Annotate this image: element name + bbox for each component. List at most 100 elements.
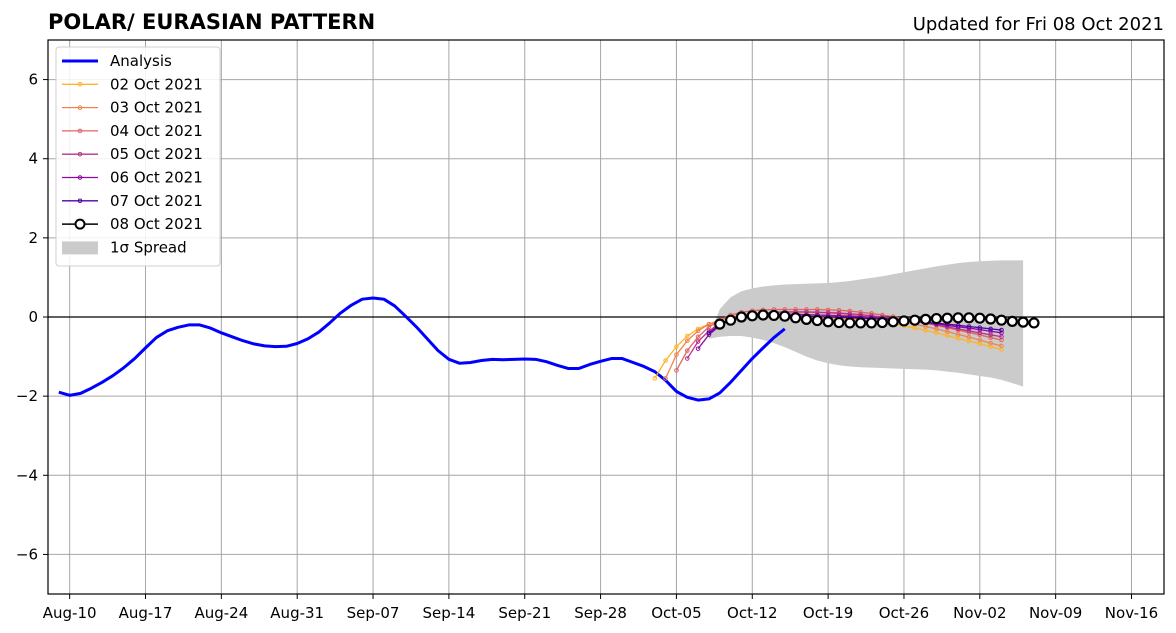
series-point [909, 314, 921, 326]
series-point [930, 312, 943, 325]
y-tick-label: 0 [28, 308, 38, 326]
series-point [898, 315, 910, 327]
series-point [977, 325, 983, 330]
legend-swatch [62, 241, 98, 255]
series-point [735, 311, 748, 323]
series-point [684, 333, 690, 339]
series-point [822, 316, 834, 328]
legend-label: 06 Oct 2021 [110, 169, 203, 187]
x-tick-label: Sep-14 [423, 604, 476, 622]
legend-entry: 02 Oct 2021 [62, 75, 203, 93]
series-7 [714, 309, 1040, 330]
series-point [695, 339, 701, 344]
series-point [674, 352, 679, 357]
series-point [746, 310, 758, 322]
series-point [963, 312, 975, 324]
series-point [844, 317, 856, 329]
series-point [966, 328, 972, 334]
legend-label: 1σ Spread [110, 238, 187, 256]
x-tick-label: Nov-16 [1105, 604, 1158, 622]
legend-entry: 1σ Spread [62, 238, 187, 256]
y-tick-label: 4 [28, 150, 38, 168]
series-point [804, 309, 809, 315]
series-point [695, 328, 701, 334]
legend-label: 05 Oct 2021 [110, 145, 203, 163]
series-point [952, 312, 964, 324]
series-lines [58, 296, 1040, 402]
series-point [995, 314, 1008, 326]
legend-marker [77, 175, 83, 180]
legend-entry: 05 Oct 2021 [62, 145, 203, 163]
series-point [825, 310, 831, 315]
series-point [855, 317, 867, 329]
x-tick-label: Aug-17 [119, 604, 173, 622]
legend-label: 02 Oct 2021 [110, 75, 203, 93]
legend-label: 08 Oct 2021 [110, 215, 203, 233]
legend-entry: 08 Oct 2021 [62, 215, 203, 233]
legend-entry: 03 Oct 2021 [62, 99, 203, 117]
series-point [955, 332, 961, 337]
legend-label: 07 Oct 2021 [110, 192, 203, 210]
legend-entry: Analysis [62, 52, 172, 70]
series-point [836, 307, 842, 313]
series-point [684, 348, 690, 353]
series-point [695, 334, 701, 340]
series-point [695, 346, 701, 351]
x-axis-ticks: Aug-10 Aug-17 Aug-24 Aug-31 Sep-07 Sep-14 Sep-… [43, 594, 1158, 622]
x-tick-label: Oct-26 [879, 604, 929, 622]
y-tick-label: −4 [16, 466, 38, 484]
y-axis-ticks: 6 4 2 0 −2 −4 −6 [16, 71, 48, 563]
x-tick-label: Nov-02 [953, 604, 1006, 622]
series-point [865, 317, 878, 329]
series-point [920, 313, 932, 325]
legend-label: Analysis [110, 52, 172, 70]
series-point [876, 316, 888, 329]
series-point [999, 327, 1004, 333]
legend-entry: 04 Oct 2021 [62, 122, 203, 140]
series-point [825, 307, 831, 313]
series-point [966, 334, 972, 340]
series-point [988, 340, 993, 346]
series-point [652, 376, 658, 381]
series-point [684, 338, 690, 344]
legend-box [55, 46, 221, 267]
series-point [757, 309, 769, 321]
series-point [674, 344, 679, 349]
legend-entry: 06 Oct 2021 [62, 169, 203, 187]
x-tick-label: Sep-07 [347, 604, 400, 622]
series-point [706, 332, 712, 338]
series-point [663, 376, 668, 381]
legend-marker [77, 128, 83, 134]
y-tick-label: 6 [28, 71, 38, 89]
series-point [974, 312, 986, 324]
series-point [836, 310, 842, 316]
chart-title: POLAR/ EURASIAN PATTERN [48, 10, 375, 34]
legend-marker [77, 82, 83, 87]
series-point [814, 307, 820, 312]
x-tick-label: Oct-05 [651, 604, 701, 622]
x-tick-label: Aug-31 [270, 604, 324, 622]
series-point [768, 309, 780, 322]
y-tick-label: −6 [16, 545, 38, 563]
legend-marker [74, 218, 86, 230]
legend: Analysis 02 Oct 2021 03 Oct 2021 04 Oct 202… [55, 46, 221, 267]
series-point [941, 312, 953, 324]
series-point [833, 316, 845, 329]
series-point [684, 356, 690, 361]
series-point [1006, 315, 1018, 327]
series-point [814, 309, 820, 315]
series-point [999, 330, 1004, 336]
x-tick-label: Oct-19 [803, 604, 853, 622]
series-point [779, 310, 791, 322]
series-point [977, 337, 983, 343]
legend-entry: 07 Oct 2021 [62, 192, 203, 210]
legend-marker [77, 151, 83, 157]
x-tick-label: Oct-12 [727, 604, 777, 622]
series-point [790, 312, 802, 324]
x-tick-label: Sep-28 [574, 604, 627, 622]
y-tick-label: 2 [28, 229, 38, 247]
series-point [1028, 317, 1040, 329]
x-tick-label: Sep-21 [498, 604, 551, 622]
legend-label: 03 Oct 2021 [110, 99, 203, 117]
